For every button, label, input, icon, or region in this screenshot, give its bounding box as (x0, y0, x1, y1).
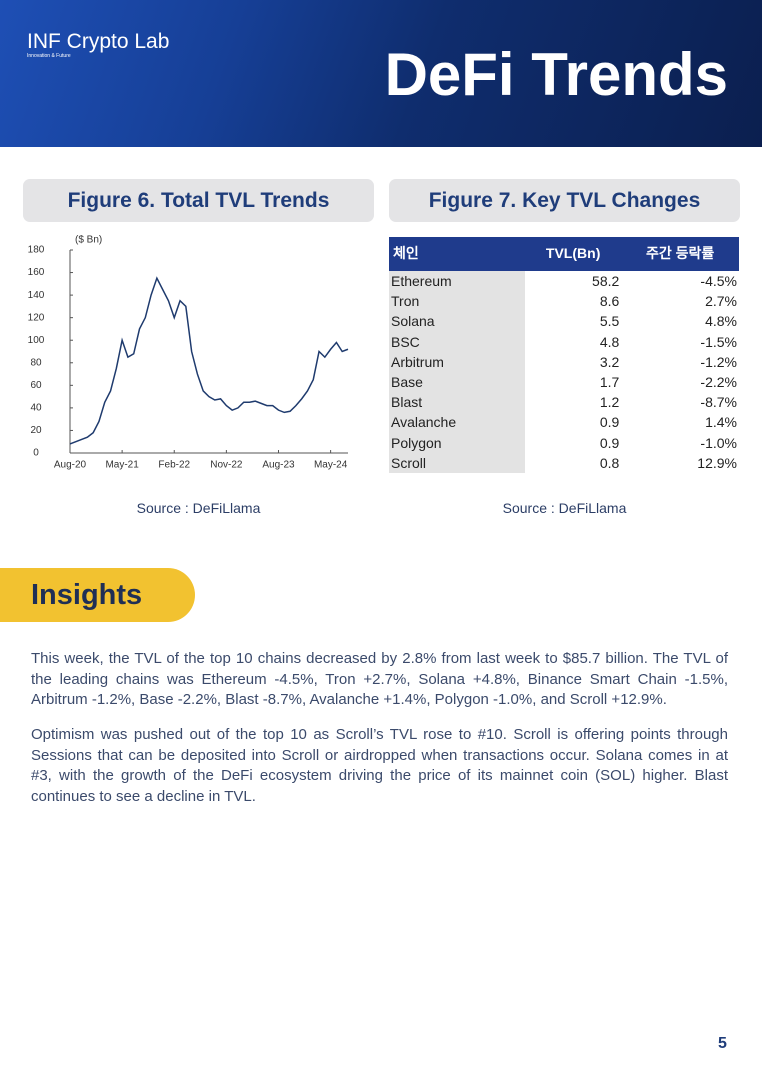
table-cell: Tron (389, 291, 525, 312)
table-row: Scroll 0.8 12.9% (389, 452, 739, 473)
table-row: Ethereum 58.2 -4.5% (389, 268, 739, 292)
table-cell: 8.6 (599, 293, 620, 310)
table-cell: 3.2 (599, 353, 620, 370)
source: Source : DeFiLlama (502, 500, 627, 516)
y-tick-label: 80 (30, 357, 42, 368)
table-cell: 0.9 (599, 434, 620, 451)
table-cell: -1.2% (700, 353, 737, 370)
chart: ($ Bn) 0 20 40 60 80 100 120 140 160 180 Aug-20 May-… (28, 235, 349, 471)
table-cell: -4.5% (621, 268, 739, 292)
tagline: Innovation & Future (27, 53, 71, 59)
table-cell: 0.8 (599, 454, 620, 471)
table-cell: 4.8% (705, 313, 737, 330)
y-tick-label: 40 (30, 403, 42, 414)
y-tick-label: 120 (28, 312, 45, 323)
y-tick-label: 180 (28, 245, 45, 256)
column-header: 주간 등락률 (621, 237, 739, 270)
table-cell: -1.5% (700, 333, 737, 350)
paragraph: Optimism was pushed out of the top 10 as… (31, 726, 728, 805)
table-row: Blast 1.2 -8.7% (389, 392, 739, 413)
figure-title: Figure 6. Total TVL Trends (23, 179, 374, 222)
table-cell: Solana (389, 311, 525, 332)
y-tick-label: 100 (28, 335, 45, 346)
table-cell: 1.2 (599, 394, 620, 411)
x-tick-label: Aug-23 (262, 460, 295, 471)
y-tick-label: 0 (33, 448, 39, 459)
table-cell: 5.5 (599, 313, 620, 330)
brand: INF Crypto Lab (27, 30, 170, 53)
column-header: TVL(Bn) (525, 237, 622, 270)
page-number: 5 (718, 1035, 727, 1052)
table-cell: Ethereum (389, 268, 525, 292)
table-cell: Polygon (389, 432, 525, 453)
x-tick-label: Feb-22 (158, 460, 190, 471)
y-tick-label: 160 (28, 267, 45, 278)
table-row: Base 1.7 -2.2% (389, 371, 739, 393)
table-cell: BSC (389, 331, 525, 352)
table-cell: 1.4% (705, 414, 737, 431)
table-cell: Avalanche (389, 412, 525, 433)
section-heading: Insights (0, 568, 195, 622)
figure-title: Figure 7. Key TVL Changes (389, 179, 740, 222)
table-cell: -1.0% (700, 434, 737, 451)
table-cell: 1.7 (599, 374, 620, 391)
y-tick-label: 140 (28, 290, 45, 301)
table-cell: Base (389, 371, 525, 393)
column-header: 체인 (389, 237, 525, 270)
table-cell: 12.9% (697, 454, 737, 471)
table-row: Avalanche 0.9 1.4% (389, 412, 739, 433)
table-cell: 58.2 (525, 268, 622, 292)
page-title: DeFi Trends (384, 41, 728, 108)
table-cell: Arbitrum (389, 351, 525, 372)
heading-text: Insights (31, 579, 143, 611)
table-row: Arbitrum 3.2 -1.2% (389, 351, 739, 372)
table-cell: Blast (389, 392, 525, 413)
table-cell: 0.9 (599, 414, 620, 431)
tvl-table: 체인 TVL(Bn) 주간 등락률 Ethereum 58.2 -4.5% Tron 8.6 2… (389, 237, 739, 473)
paragraph: This week, the TVL of the top 10 chains … (31, 650, 728, 708)
source: Source : DeFiLlama (136, 500, 261, 516)
table-row: Polygon 0.9 -1.0% (389, 432, 739, 453)
data-line (69, 276, 349, 445)
table-row: BSC 4.8 -1.5% (389, 331, 739, 352)
unit-label: ($ Bn) (75, 235, 102, 246)
x-tick-label: Nov-22 (210, 460, 243, 471)
table-cell: Scroll (389, 452, 525, 473)
table-row: Solana 5.5 4.8% (389, 311, 739, 332)
y-tick-label: 60 (30, 380, 42, 391)
table-cell: -8.7% (700, 394, 737, 411)
table-row: Tron 8.6 2.7% (389, 291, 739, 312)
header: INF Crypto Lab Innovation & Future DeFi … (0, 0, 762, 147)
x-tick-label: Aug-20 (54, 460, 87, 471)
table-cell: -2.2% (700, 374, 737, 391)
table-cell: 4.8 (599, 333, 620, 350)
x-tick-label: May-21 (105, 460, 139, 471)
table-cell: 2.7% (705, 293, 737, 310)
header-row: 체인 TVL(Bn) 주간 등락률 (389, 237, 739, 270)
x-tick-label: May-24 (314, 460, 348, 471)
y-tick-label: 20 (30, 425, 42, 436)
